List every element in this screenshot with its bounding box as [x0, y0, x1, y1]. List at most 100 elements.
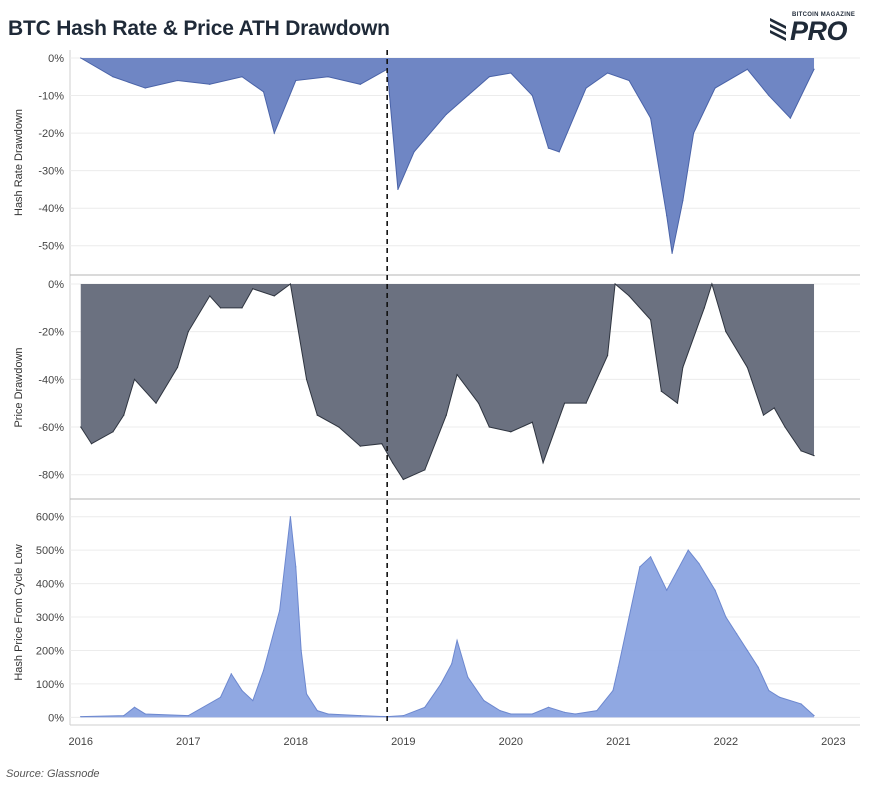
x-tick-label: 2019	[391, 736, 415, 748]
data-point	[381, 443, 383, 445]
data-point	[316, 414, 318, 416]
data-point	[757, 666, 759, 668]
data-point	[736, 633, 738, 635]
data-point	[268, 649, 270, 652]
y-tick-label: 500%	[36, 545, 64, 557]
data-point	[682, 200, 684, 202]
data-point	[359, 83, 361, 85]
x-tick-label: 2016	[69, 736, 93, 748]
data-point	[305, 693, 308, 695]
data-point	[547, 706, 550, 708]
x-tick-label: 2021	[606, 736, 630, 748]
data-point	[316, 710, 318, 712]
data-point	[762, 414, 765, 416]
data-point	[219, 696, 222, 698]
y-tick-label: 0%	[48, 712, 64, 724]
data-point	[112, 76, 114, 78]
data-point	[402, 715, 404, 717]
data-point	[649, 117, 652, 119]
data-point	[746, 366, 748, 369]
data-point	[614, 283, 616, 285]
data-point	[703, 307, 705, 309]
data-point	[262, 669, 265, 672]
data-point	[531, 713, 533, 715]
data-point	[209, 295, 211, 297]
data-point	[327, 713, 329, 715]
data-point	[606, 72, 609, 74]
data-point	[391, 462, 394, 464]
data-point	[477, 402, 480, 404]
y-tick-label: 400%	[36, 579, 64, 591]
y-axis-label: Hash Rate Drawdown	[13, 109, 25, 216]
data-point	[445, 113, 447, 115]
y-axis-label: Hash Price From Cycle Low	[13, 544, 25, 680]
series-area	[80, 516, 815, 718]
y-tick-label: 100%	[36, 679, 64, 691]
data-point	[768, 689, 770, 692]
data-point	[725, 331, 727, 333]
data-point	[725, 616, 727, 618]
source-note: Source: Glassnode	[6, 768, 100, 780]
data-point	[531, 94, 533, 97]
data-point	[746, 68, 748, 70]
data-point	[133, 706, 136, 708]
x-tick-label: 2022	[714, 736, 738, 748]
data-point	[123, 414, 125, 416]
series-area	[80, 284, 815, 480]
data-point	[531, 421, 533, 423]
data-point	[424, 706, 426, 708]
x-tick-label: 2017	[176, 736, 200, 748]
data-point	[585, 402, 587, 404]
data-point	[241, 689, 243, 692]
data-point	[714, 87, 716, 89]
data-point	[666, 589, 668, 591]
data-point	[510, 72, 512, 74]
series-line	[80, 516, 815, 718]
data-point	[327, 76, 329, 78]
data-point	[612, 689, 614, 692]
data-point	[209, 83, 211, 85]
data-point	[155, 402, 157, 404]
data-point	[585, 87, 587, 89]
data-point	[359, 715, 361, 717]
data-point	[80, 57, 82, 59]
data-point	[574, 713, 576, 715]
data-point	[676, 569, 679, 571]
data-point	[230, 673, 232, 675]
data-point	[676, 402, 679, 404]
data-point	[510, 713, 512, 715]
logo-stripes-icon	[770, 18, 786, 41]
y-tick-label: 300%	[36, 612, 64, 624]
x-tick-label: 2018	[284, 736, 308, 748]
y-tick-label: -30%	[38, 166, 64, 178]
data-point	[784, 426, 786, 428]
data-point	[176, 79, 179, 82]
chart-title: BTC Hash Rate & Price ATH Drawdown	[8, 17, 390, 40]
data-point	[289, 516, 292, 518]
data-point	[510, 431, 512, 433]
data-point	[456, 373, 458, 376]
logo-small-text: BITCOIN MAGAZINE	[792, 12, 856, 18]
y-tick-label: -50%	[38, 241, 64, 253]
data-point	[639, 566, 641, 568]
series-area	[80, 58, 815, 254]
data-point	[176, 366, 179, 369]
data-point	[397, 188, 399, 191]
data-point	[711, 283, 713, 285]
data-point	[241, 76, 243, 78]
data-point	[649, 319, 652, 321]
data-point	[483, 700, 485, 702]
x-tick-label: 2023	[821, 736, 845, 748]
data-point	[542, 462, 544, 464]
y-tick-label: -80%	[38, 470, 64, 482]
data-point	[488, 426, 490, 428]
data-point	[262, 91, 265, 93]
data-point	[273, 295, 275, 297]
data-point	[789, 117, 791, 119]
data-point	[563, 402, 566, 404]
y-axis-label: Price Drawdown	[13, 347, 25, 427]
data-point	[779, 696, 781, 698]
data-point	[563, 711, 566, 713]
data-point	[813, 715, 815, 717]
data-point	[219, 307, 222, 309]
